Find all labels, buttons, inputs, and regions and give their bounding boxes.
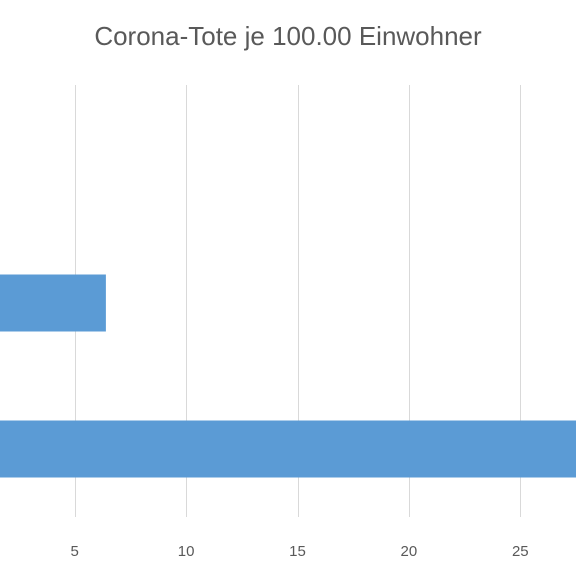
x-tick-label: 5	[71, 543, 79, 560]
x-tick-label: 20	[401, 543, 418, 560]
x-tick-label: 15	[289, 543, 306, 560]
x-tick-label: 10	[178, 543, 195, 560]
chart-title: Corona-Tote je 100.00 Einwohner	[94, 21, 482, 51]
bar-2	[0, 274, 106, 332]
bars	[0, 274, 576, 478]
bar-3	[0, 420, 576, 478]
x-tick-label: 25	[512, 543, 529, 560]
x-tick-labels: 5 10 15 20 25	[71, 543, 529, 560]
